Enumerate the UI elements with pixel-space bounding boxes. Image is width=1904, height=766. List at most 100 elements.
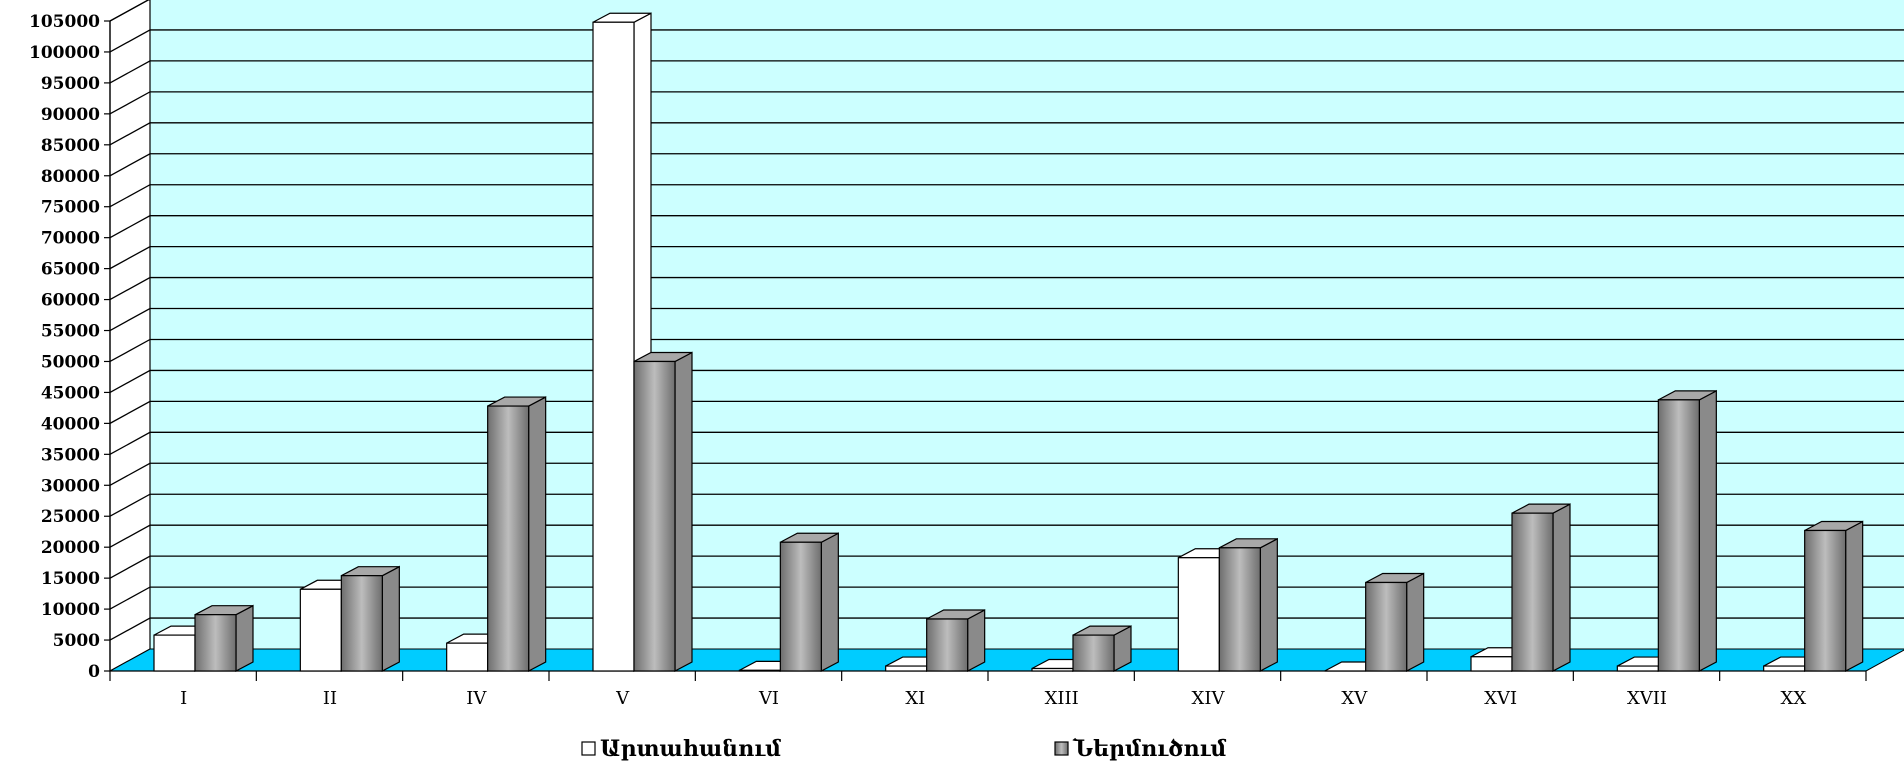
y-tick-label: 75000 [41,198,100,218]
y-tick-label: 95000 [41,74,100,94]
bar-import-XVI [1511,503,1571,672]
bar-import-VI [779,532,839,672]
bar-side [381,565,400,672]
y-axis: 0 5000 10000 15000 20000 25000 30000 35000 40000… [29,12,111,682]
bar-side [1552,503,1571,672]
bar-front [1657,399,1700,672]
gridline [109,369,1904,393]
legend-item-import: Ներմուծում [1054,736,1226,762]
y-tick-label: 10000 [41,600,100,620]
y-tick-label: 70000 [41,229,100,249]
gridline [109,184,1904,208]
y-tick-label: 80000 [41,167,100,187]
gridline [109,122,1904,146]
gridlines [109,0,1904,641]
bar-import-XX [1804,520,1864,672]
bar-front [885,665,928,672]
x-tick-label: XIII [1045,688,1079,709]
gridline [109,276,1904,301]
x-tick-label: IV [466,688,487,709]
legend-item-export: Արտահանում [581,736,781,762]
gridline [109,617,1904,641]
bar-front [446,642,489,672]
bar-import-I [194,604,254,672]
bars [153,12,1864,672]
legend-swatch [1054,741,1069,756]
x-tick-label: VI [758,688,779,709]
bar-front [1470,656,1513,672]
bar-export-V [592,12,652,672]
legend: Արտահանում Ներմուծում [581,736,1226,762]
gridline [109,431,1904,455]
side-wall-panel [109,0,151,673]
x-tick-label: XV [1341,688,1368,709]
x-tick-label: XVI [1484,688,1517,709]
gridline [109,586,1904,610]
bar-front [1218,547,1261,672]
y-tick-label: 45000 [41,383,100,403]
bar-front [738,669,781,672]
bar-front [1072,634,1115,672]
x-tick-label: XI [905,688,925,709]
bar-front [779,541,822,672]
x-tick-label: XIV [1192,688,1226,709]
bar-import-XIII [1072,625,1132,672]
bar-front [1177,557,1220,672]
bar-front [487,405,530,672]
bar-side [967,609,986,672]
bar-side [1259,537,1278,672]
gridline [109,215,1904,239]
y-tick-label: 30000 [41,476,100,496]
x-tick-label: XVII [1627,688,1667,709]
bar-side [235,604,254,672]
y-tick-label: 50000 [41,352,100,372]
bar-side [674,351,693,672]
legend-label: Արտահանում [600,736,781,762]
bar-front [153,634,196,672]
gridline [109,91,1904,115]
x-tick-label: II [323,688,337,709]
bar-front [1616,665,1659,672]
bar-import-XV [1365,572,1425,672]
bar-front [633,360,676,672]
y-tick-label: 5000 [53,631,100,651]
bar-front [299,588,342,672]
bar-front [1804,529,1847,672]
x-axis: I II IV V VI XI XIII XIV XV XVI XVII XX [109,670,1867,709]
y-tick-label: 65000 [41,260,100,280]
bar-front [1031,667,1074,672]
gridline [109,400,1904,424]
bar-front [592,21,635,672]
gridline [109,153,1904,177]
gridline [109,338,1904,363]
y-tick-label: 40000 [41,414,100,434]
y-tick-label: 55000 [41,322,100,342]
gridline [109,524,1904,548]
bar-import-XI [926,609,986,672]
bar-side [1845,520,1864,672]
x-tick-label: V [615,688,630,709]
gridline [109,493,1904,517]
chart-back-wall [109,0,1904,673]
x-tick-label: XX [1781,688,1807,709]
back-wall-panel [149,0,1904,650]
bar-front [1365,581,1408,672]
bar-import-IV [487,396,547,672]
gridline [109,245,1904,270]
bar-import-V [633,351,693,672]
bar-import-XVII [1657,389,1717,672]
x-tick-label: I [180,688,187,709]
bar-import-II [340,565,400,672]
bar-front [1763,665,1806,672]
gridline [109,462,1904,486]
gridline [109,29,1904,53]
y-tick-label: 105000 [29,12,100,32]
gridline [109,555,1904,579]
gridline [109,0,150,22]
gridline [109,307,1904,332]
y-tick-label: 15000 [41,569,100,589]
y-tick-label: 100000 [29,43,100,63]
y-tick-label: 20000 [41,538,100,558]
bar-side [820,532,839,672]
